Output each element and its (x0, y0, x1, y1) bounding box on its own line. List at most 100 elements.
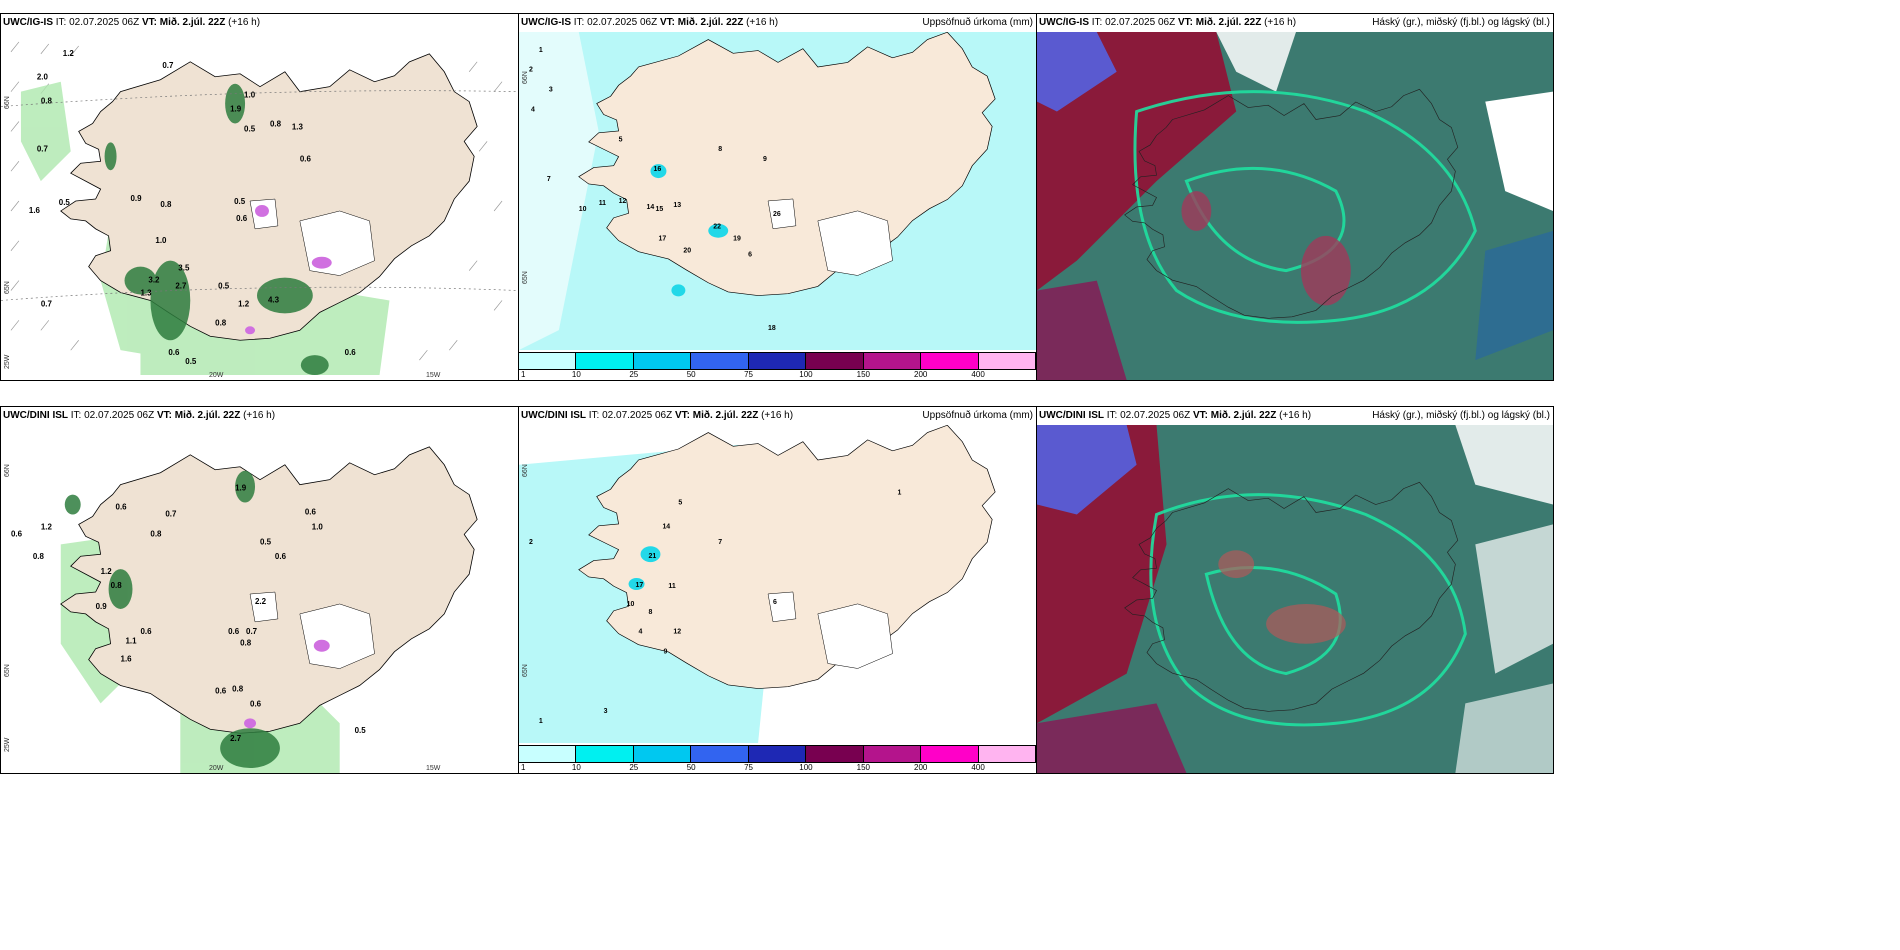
svg-text:17: 17 (658, 236, 666, 243)
svg-text:18: 18 (768, 325, 776, 332)
svg-text:20: 20 (683, 248, 691, 255)
svg-text:11: 11 (599, 200, 606, 207)
svg-text:22: 22 (713, 224, 721, 231)
svg-text:4: 4 (639, 629, 643, 636)
panel-title: UWC/DINI ISL IT: 02.07.2025 06Z VT: Mið.… (521, 410, 794, 421)
svg-text:10: 10 (627, 601, 635, 608)
svg-text:3.2: 3.2 (148, 276, 160, 285)
svg-text:0.6: 0.6 (300, 154, 312, 163)
svg-text:8: 8 (648, 609, 652, 616)
svg-text:0.8: 0.8 (240, 639, 252, 648)
svg-text:17: 17 (636, 582, 644, 589)
svg-text:2.0: 2.0 (37, 73, 49, 82)
svg-text:0.6: 0.6 (305, 507, 317, 516)
svg-text:7: 7 (718, 539, 722, 546)
precip-colorbar: 1 10 25 50 75 100 150 200 400 (519, 743, 1036, 773)
svg-text:14: 14 (662, 523, 670, 530)
svg-text:0.5: 0.5 (355, 726, 367, 735)
svg-text:2: 2 (529, 67, 533, 74)
svg-text:12: 12 (619, 198, 627, 205)
svg-text:0.8: 0.8 (232, 684, 244, 693)
svg-text:6: 6 (748, 252, 752, 259)
panel-title: UWC/DINI ISL IT: 02.07.2025 06Z VT: Mið.… (1039, 410, 1312, 421)
panel-title: UWC/IG-IS IT: 02.07.2025 06Z VT: Mið. 2.… (521, 17, 779, 28)
precip-map: 1 2 3 4 5 7 10 11 12 14 15 13 16 17 20 2… (519, 32, 1036, 350)
svg-text:16: 16 (653, 166, 661, 173)
svg-text:1: 1 (898, 490, 902, 497)
svg-text:0.8: 0.8 (270, 119, 282, 128)
svg-text:1.3: 1.3 (292, 122, 304, 131)
svg-text:19: 19 (733, 236, 741, 243)
lon-label: 20W (209, 372, 224, 379)
svg-text:13: 13 (673, 202, 681, 209)
svg-text:0.8: 0.8 (150, 529, 162, 538)
svg-text:1.2: 1.2 (101, 567, 113, 576)
svg-text:11: 11 (668, 583, 675, 590)
svg-text:1.6: 1.6 (29, 206, 41, 215)
svg-text:6: 6 (773, 599, 777, 606)
svg-text:26: 26 (773, 211, 781, 218)
svg-text:9: 9 (763, 156, 767, 163)
precip-panel-top: UWC/IG-IS IT: 02.07.2025 06Z VT: Mið. 2.… (518, 13, 1037, 381)
svg-text:0.9: 0.9 (130, 194, 142, 203)
svg-text:0.5: 0.5 (59, 198, 71, 207)
svg-text:4.3: 4.3 (268, 295, 280, 304)
svg-text:3: 3 (549, 87, 553, 94)
wind-panel-bottom: UWC/DINI ISL IT: 02.07.2025 06Z VT: Mið.… (0, 406, 519, 774)
svg-text:8: 8 (718, 146, 722, 153)
svg-text:7: 7 (547, 176, 551, 183)
svg-text:4: 4 (531, 107, 535, 114)
svg-text:0.7: 0.7 (162, 61, 174, 70)
panel-variable-label: Uppsöfnuð úrkoma (mm) (922, 410, 1033, 421)
svg-text:1.3: 1.3 (140, 288, 152, 297)
wind-value: 1.2 (63, 49, 75, 58)
lon-label: 25W (4, 737, 11, 752)
svg-text:0.8: 0.8 (160, 200, 172, 209)
panel-title: UWC/IG-IS IT: 02.07.2025 06Z VT: Mið. 2.… (1039, 17, 1297, 28)
panel-variable-label: Háský (gr.), miðský (fj.bl.) og lágský (… (1372, 17, 1550, 28)
cloud-map (1037, 425, 1553, 773)
panel-title: UWC/IG-IS IT: 02.07.2025 06Z VT: Mið. 2.… (3, 17, 261, 28)
wind-map: 0.6 0.8 1.2 0.6 0.7 0.8 0.6 1.0 0.5 1.9 … (1, 425, 518, 773)
precip-panel-bottom: UWC/DINI ISL IT: 02.07.2025 06Z VT: Mið.… (518, 406, 1037, 774)
svg-text:0.5: 0.5 (185, 357, 197, 366)
svg-text:0.8: 0.8 (33, 552, 45, 561)
lon-label: 20W (209, 765, 224, 772)
panel-variable-label: Uppsöfnuð úrkoma (mm) (922, 17, 1033, 28)
svg-text:9: 9 (663, 649, 667, 656)
wind-map: 1.2 0.7 2.0 0.8 0.7 1.9 1.0 0.5 0.8 1.3 … (1, 32, 518, 380)
svg-text:0.5: 0.5 (244, 124, 256, 133)
precip-map: 1 2 3 4 5 7 8 9 10 11 12 14 17 21 6 1 (519, 425, 1036, 743)
svg-text:1.1: 1.1 (126, 637, 138, 646)
lat-label: 65N (4, 664, 11, 677)
svg-text:1.9: 1.9 (235, 484, 247, 493)
svg-text:0.7: 0.7 (246, 627, 258, 636)
lat-label: 66N (4, 96, 11, 109)
panel-variable-label: Háský (gr.), miðský (fj.bl.) og lágský (… (1372, 410, 1550, 421)
lat-label: 65N (522, 664, 529, 677)
cloud-map (1037, 32, 1553, 380)
svg-text:0.6: 0.6 (116, 503, 128, 512)
svg-text:0.6: 0.6 (168, 348, 180, 357)
svg-text:0.8: 0.8 (215, 318, 227, 327)
precip-colorbar: 1 10 25 50 75 100 150 200 400 (519, 350, 1036, 380)
svg-text:2.7: 2.7 (175, 282, 187, 291)
svg-text:0.7: 0.7 (41, 299, 53, 308)
lat-label: 66N (4, 464, 11, 477)
svg-text:0.5: 0.5 (260, 537, 272, 546)
svg-text:1.2: 1.2 (41, 522, 53, 531)
lat-label: 65N (522, 271, 529, 284)
svg-text:21: 21 (648, 553, 656, 560)
svg-text:14: 14 (647, 204, 655, 211)
svg-text:2: 2 (529, 539, 533, 546)
svg-text:10: 10 (579, 206, 587, 213)
lon-label: 25W (4, 354, 11, 369)
svg-text:1.9: 1.9 (230, 105, 242, 114)
lon-label: 15W (426, 372, 441, 379)
cloud-panel-top: UWC/IG-IS IT: 02.07.2025 06Z VT: Mið. 2.… (1036, 13, 1554, 381)
svg-text:0.6: 0.6 (236, 214, 248, 223)
panel-title: UWC/DINI ISL IT: 02.07.2025 06Z VT: Mið.… (3, 410, 276, 421)
svg-text:1.0: 1.0 (155, 236, 167, 245)
svg-text:2.7: 2.7 (230, 734, 242, 743)
svg-text:3: 3 (604, 708, 608, 715)
